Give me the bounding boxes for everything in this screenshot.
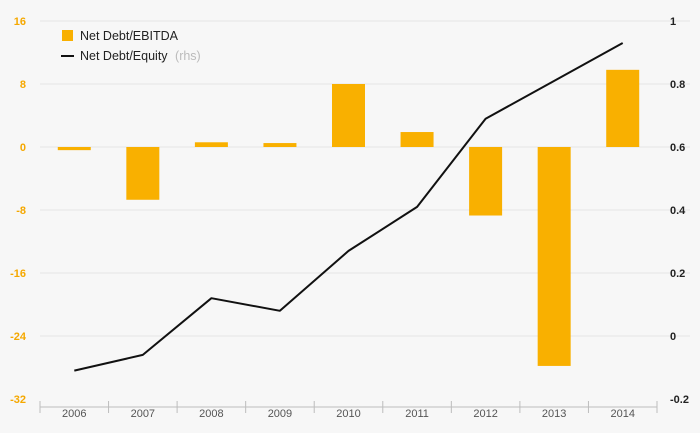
bar-2008 — [194, 142, 228, 147]
x-tick-label: 2006 — [62, 408, 86, 420]
x-tick-label: 2011 — [405, 408, 429, 420]
y-right-tick-label: -0.2 — [670, 394, 689, 406]
y-right-tick-label: 0.4 — [670, 205, 686, 217]
y-right-tick-label: 0.6 — [670, 142, 685, 154]
legend-entry-net-debt-equity: Net Debt/Equity (rhs) — [80, 49, 201, 63]
legend: Net Debt/EBITDA Net Debt/Equity (rhs) — [61, 29, 201, 63]
x-tick-label: 2010 — [336, 408, 360, 420]
y-left-tick-label: -32 — [10, 394, 26, 406]
legend-label-net-debt-ebitda: Net Debt/EBITDA — [80, 29, 179, 43]
net-debt-equity-line — [74, 42, 624, 372]
y-axis-left-ticks: 16 8 0 -8 -16 -24 -32 — [10, 16, 27, 406]
bar-2013 — [537, 147, 571, 366]
bar-2007 — [126, 147, 160, 200]
y-right-tick-label: 1 — [670, 16, 676, 28]
y-right-tick-label: 0.8 — [670, 79, 685, 91]
x-axis — [39, 401, 658, 413]
bar-2014 — [606, 69, 640, 147]
x-tick-label: 2009 — [268, 408, 292, 420]
y-right-tick-label: 0 — [670, 331, 676, 343]
x-tick-label: 2013 — [542, 408, 566, 420]
y-right-tick-label: 0.2 — [670, 268, 685, 280]
bar-2012 — [469, 147, 503, 216]
bar-series — [57, 69, 640, 366]
y-left-tick-label: 8 — [20, 79, 26, 91]
legend-rhs-note: (rhs) — [175, 49, 201, 63]
y-axis-right-ticks: 1 0.8 0.6 0.4 0.2 0 -0.2 — [670, 16, 689, 406]
x-tick-label: 2007 — [131, 408, 155, 420]
bar-2006 — [57, 147, 91, 151]
line-series — [74, 42, 624, 372]
bar-2009 — [263, 143, 297, 147]
y-left-tick-label: -8 — [16, 205, 26, 217]
legend-label-net-debt-equity: Net Debt/Equity — [80, 49, 168, 63]
legend-swatch-net-debt-ebitda — [62, 30, 73, 41]
x-axis-ticks: 2006 2007 2008 2009 2010 2011 2012 2013 2014 — [62, 408, 635, 420]
bar-2010 — [332, 84, 365, 147]
x-tick-label: 2014 — [610, 408, 634, 420]
bar-2011 — [400, 132, 434, 147]
y-left-tick-label: 0 — [20, 142, 26, 154]
x-tick-label: 2008 — [199, 408, 223, 420]
x-tick-label: 2012 — [473, 408, 497, 420]
y-left-tick-label: -24 — [10, 331, 27, 343]
y-left-tick-label: 16 — [14, 16, 26, 28]
y-left-tick-label: -16 — [10, 268, 26, 280]
